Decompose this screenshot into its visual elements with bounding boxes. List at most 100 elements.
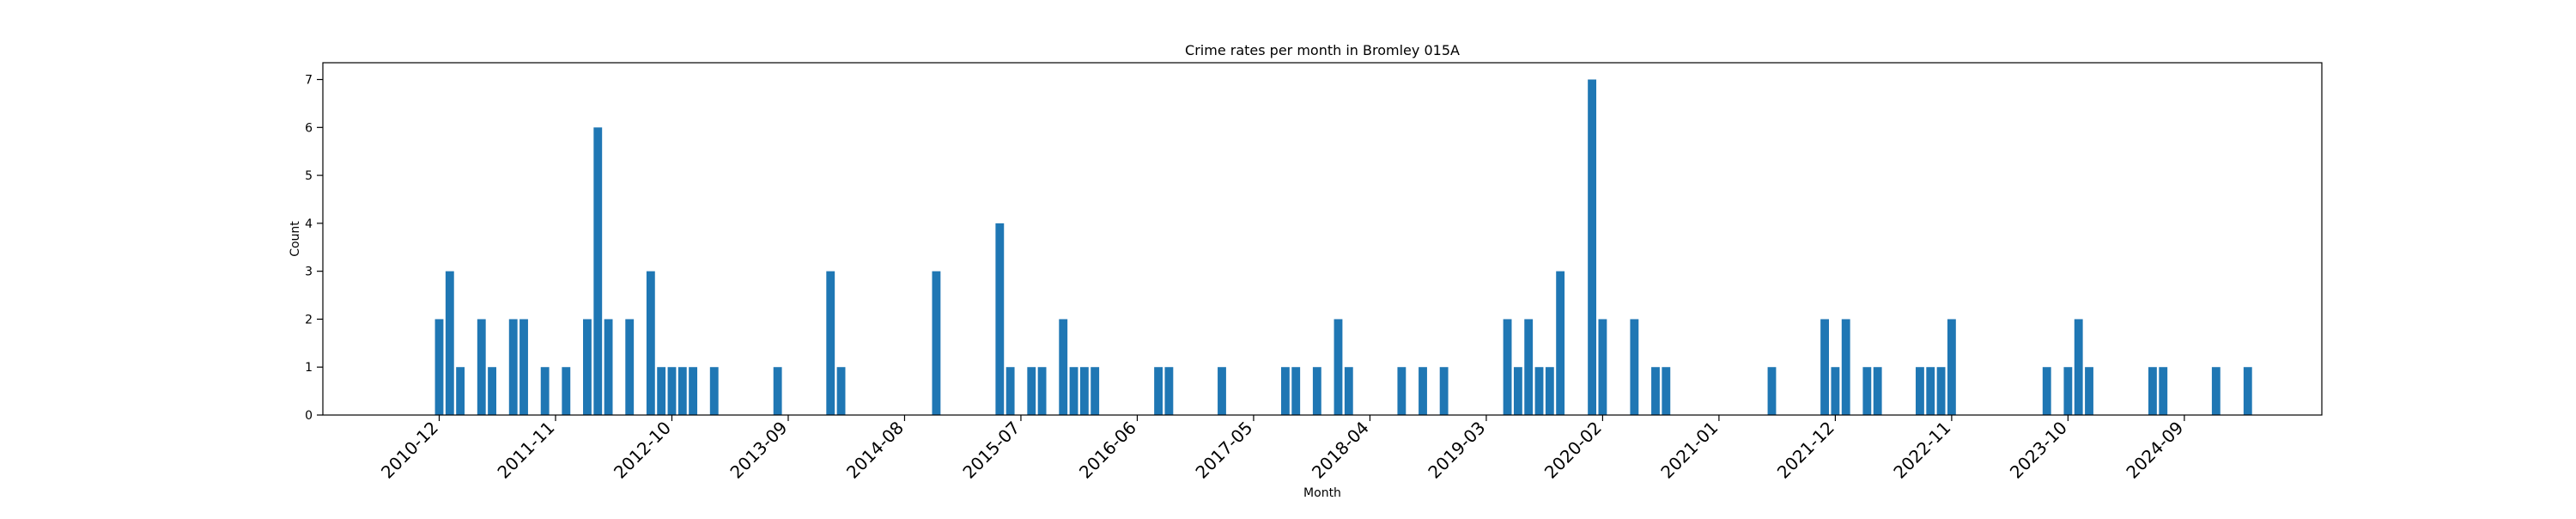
bar [1154,367,1163,415]
x-tick-label: 2013-09 [726,418,791,483]
bar [1588,79,1597,416]
x-tick-label: 2023-10 [2006,418,2071,483]
bar [1397,367,1406,415]
bar [1662,367,1671,415]
bar [1926,367,1935,415]
bar [2063,367,2073,415]
bar [836,367,846,415]
bar [434,319,444,415]
bar [1862,367,1872,415]
bar [932,271,941,415]
bar [1419,367,1427,415]
bars-group [434,79,2252,416]
bar [477,319,486,415]
bar [593,127,603,415]
bar [508,319,518,415]
chart-title: Crime rates per month in Bromley 015A [1185,42,1460,58]
bar [1312,367,1321,415]
bar [689,367,698,415]
y-tick-label: 1 [305,361,313,375]
bar [1503,319,1512,415]
bar [488,367,496,415]
bar [1916,367,1924,415]
bar [1334,319,1343,415]
bar [1841,319,1850,415]
y-tick-label: 2 [305,313,313,327]
x-tick-label: 2010-12 [377,418,442,483]
bar [604,319,613,415]
y-axis-label: Count [289,221,302,257]
x-tick-label: 2014-08 [842,418,908,483]
bar [1947,319,1956,415]
bar [2159,367,2168,415]
bar [625,319,635,415]
bar [667,367,677,415]
bar [1936,367,1946,415]
y-tick-label: 7 [305,74,313,88]
x-tick-label: 2024-09 [2122,418,2187,483]
bar [2074,319,2083,415]
bar [1280,367,1290,415]
bar [1091,367,1100,415]
x-tick-label: 2020-02 [1540,418,1606,483]
y-tick-label: 6 [305,121,313,135]
x-tick-label: 2011-11 [493,418,558,483]
bar [826,271,835,415]
bar [1079,367,1089,415]
x-axis-label: Month [1303,486,1341,500]
y-tick-label: 3 [305,266,313,279]
bar [1037,367,1047,415]
bar [540,367,550,415]
bar [773,367,782,415]
y-tick-label: 5 [305,169,313,183]
bar [646,271,655,415]
x-tick-label: 2012-10 [610,418,675,483]
bar [1545,367,1554,415]
bar [709,367,719,415]
bar [1630,319,1639,415]
x-tick-label: 2021-12 [1773,418,1838,483]
bar [995,223,1005,415]
bar [1524,319,1534,415]
bar [2148,367,2157,415]
x-tick-label: 2018-04 [1308,418,1373,483]
bar [519,319,528,415]
x-tick-label: 2015-07 [958,418,1024,483]
bar [1534,367,1544,415]
bar [657,367,666,415]
bar [1820,319,1829,415]
bar [1218,367,1226,415]
bar [1651,367,1660,415]
bar [1556,271,1565,415]
bar [677,367,687,415]
x-tick-label: 2021-01 [1656,418,1722,483]
bar [1513,367,1522,415]
y-axis: 0 1 2 3 4 5 6 7 [305,74,323,423]
bar [1164,367,1174,415]
bar [1873,367,1882,415]
bar [445,271,454,415]
bar [1005,367,1015,415]
plot-frame [322,62,2323,416]
bar [1069,367,1078,415]
bar [2211,367,2221,415]
bar [1831,367,1840,415]
bar [1767,367,1777,415]
bar [1027,367,1036,415]
y-tick-label: 4 [305,217,313,231]
bar [1344,367,1353,415]
bar [1439,367,1449,415]
bar [2042,367,2051,415]
bar [2085,367,2093,415]
bar [562,367,571,415]
x-tick-label: 2022-11 [1889,418,1954,483]
bar [1598,319,1607,415]
bar [583,319,592,415]
x-axis: 2010-12 2011-11 2012-10 2013-09 2014-08 2015-… [377,415,2187,483]
bar [456,367,465,415]
x-tick-label: 2016-06 [1075,418,1140,483]
y-tick-label: 0 [305,409,313,423]
bar [1059,319,1068,415]
